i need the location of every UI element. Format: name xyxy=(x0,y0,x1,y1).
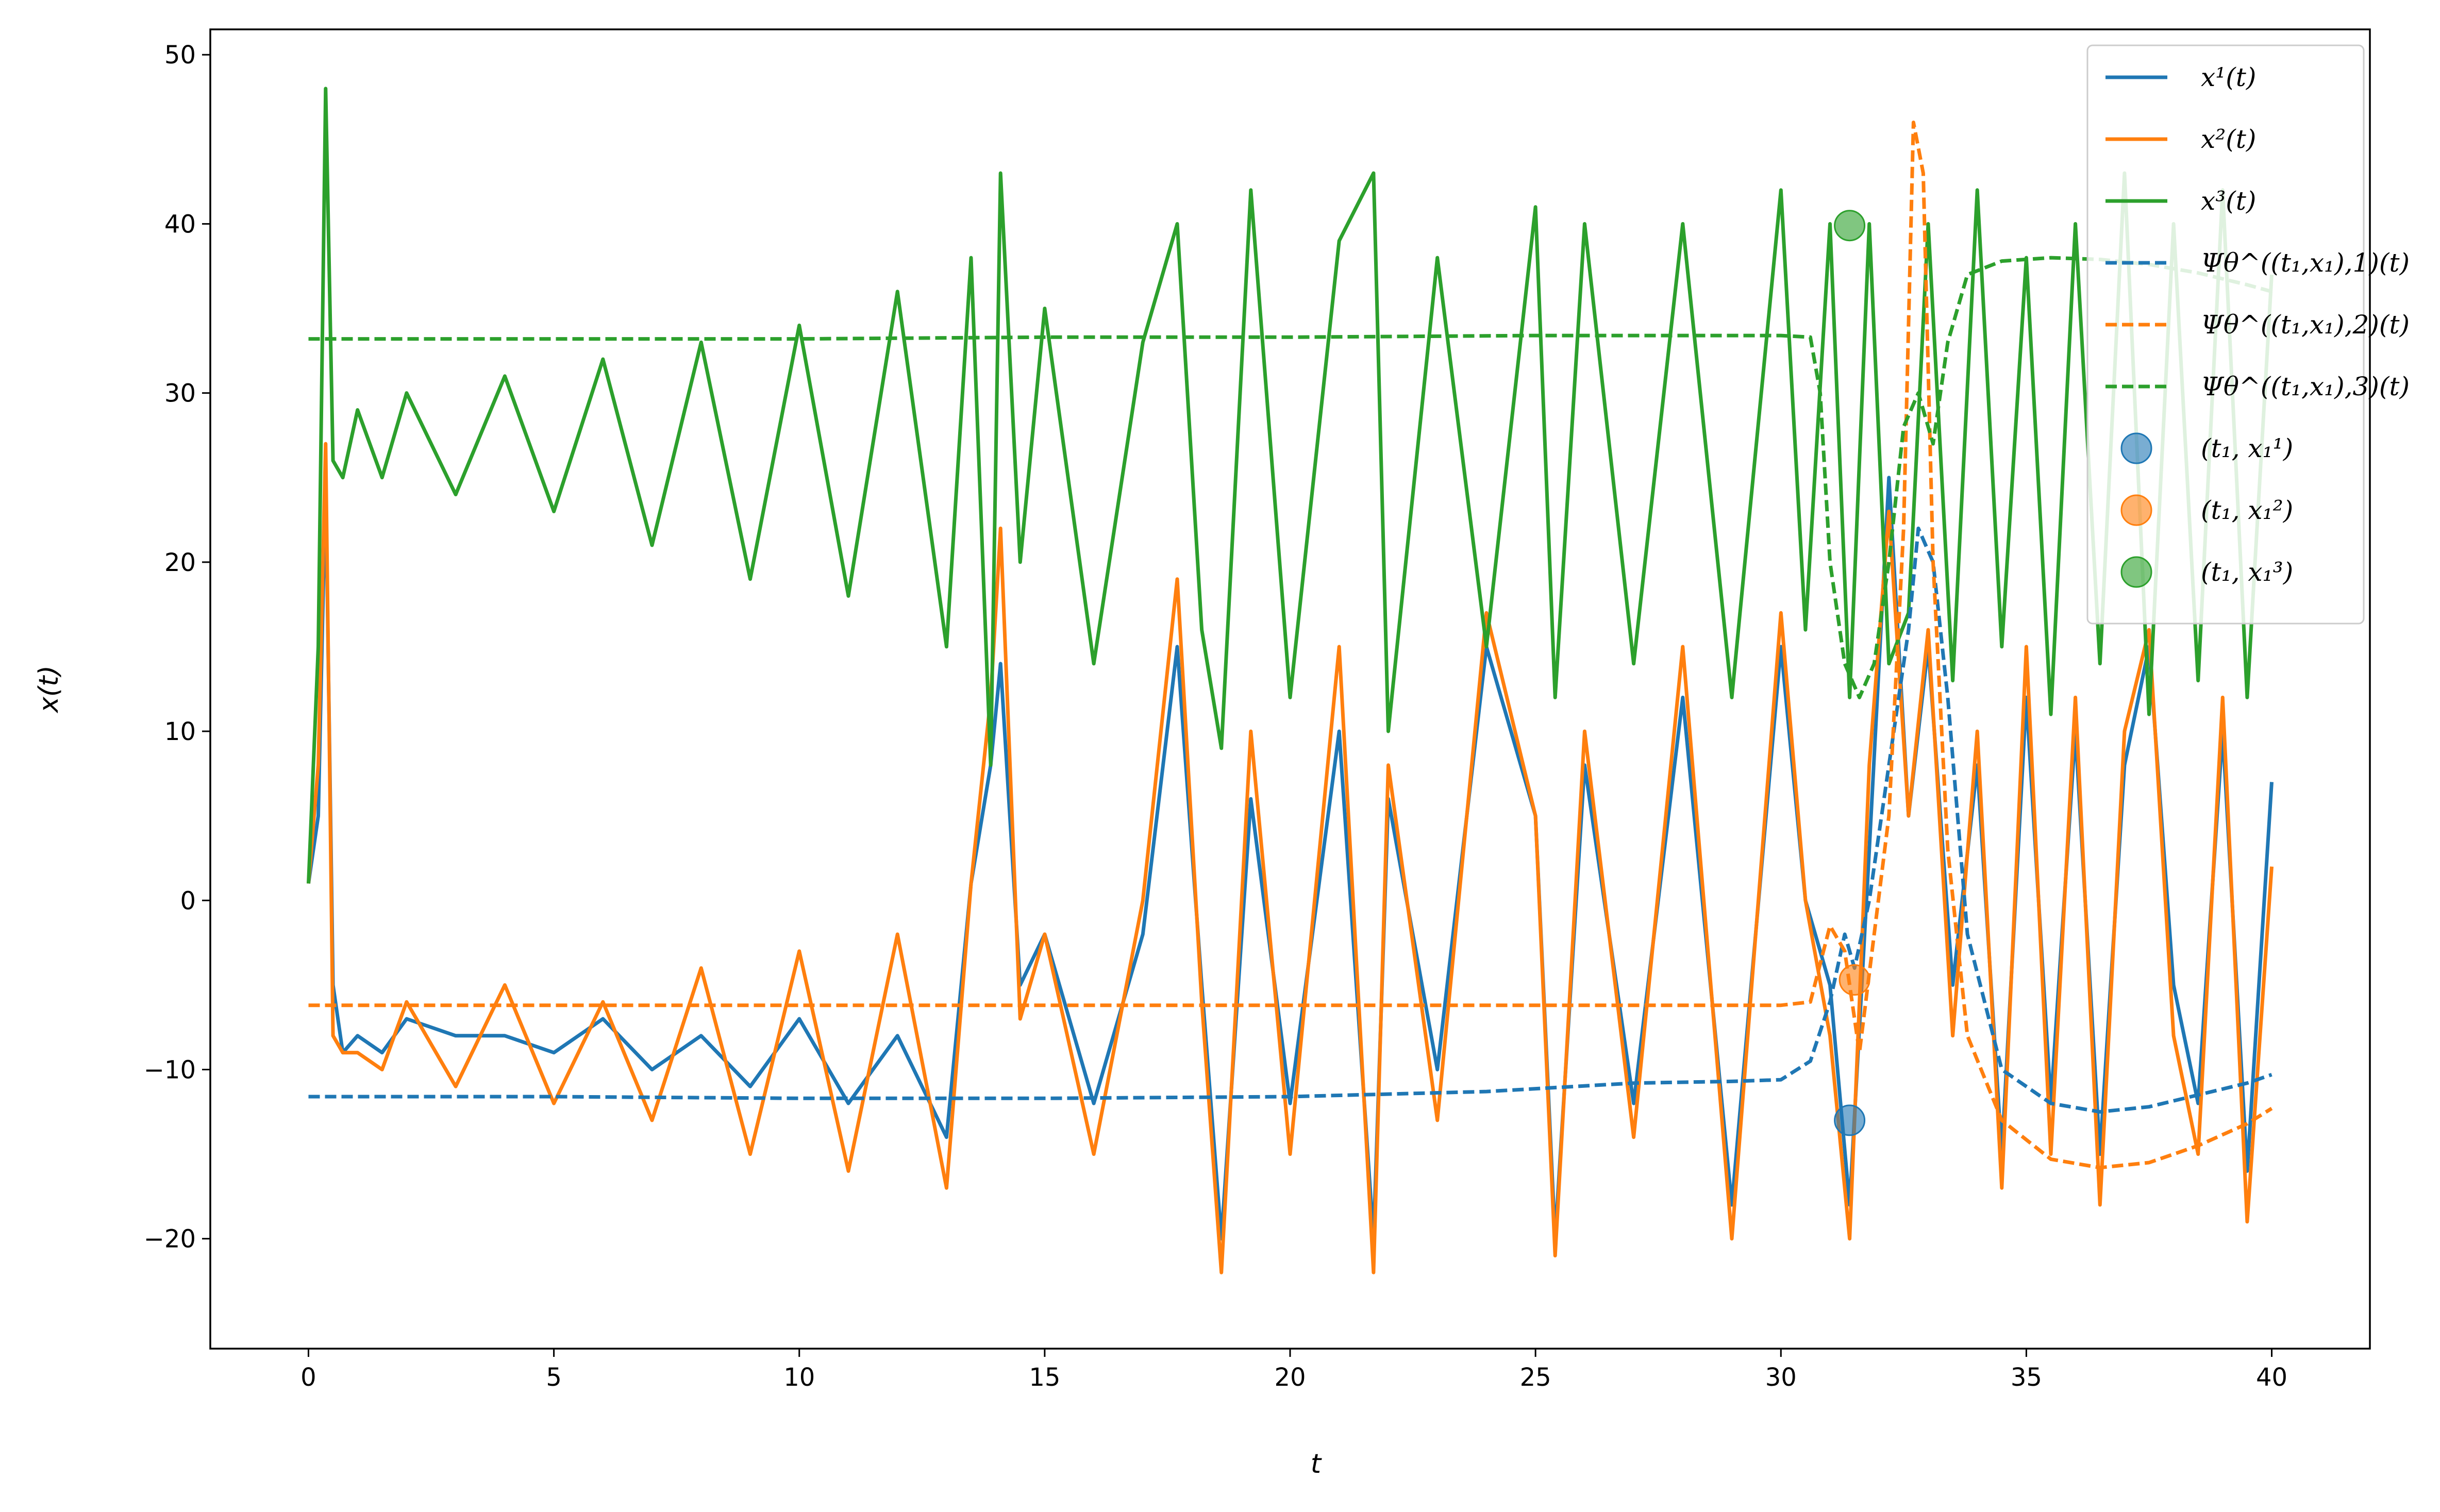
series-line-6 xyxy=(308,256,2272,699)
y-tick-label: 40 xyxy=(164,210,196,239)
x-tick-label: 15 xyxy=(1029,1363,1060,1392)
x-axis-label: t xyxy=(1311,1449,1322,1480)
y-tick-label: 30 xyxy=(164,379,196,408)
x-tick-label: 0 xyxy=(300,1363,316,1392)
legend-marker-2 xyxy=(2120,494,2152,526)
series-line-2 xyxy=(307,442,2274,1274)
marker-point-1 xyxy=(1834,1104,1866,1136)
y-axis-ticks: −20 −10 0 10 20 30 40 50 xyxy=(144,41,210,1254)
x-tick-label: 5 xyxy=(546,1363,562,1392)
legend-label-2: x²(t) xyxy=(2201,124,2256,154)
x-tick-label: 35 xyxy=(2011,1363,2042,1392)
y-tick-label: −10 xyxy=(144,1055,196,1084)
legend-label-3: x³(t) xyxy=(2201,186,2256,216)
marker-point-2 xyxy=(1839,964,1870,996)
legend-label-5: Ψθ^((t₁,x₁),2)(t) xyxy=(2201,310,2410,340)
x-axis-ticks: 0 5 10 15 20 25 30 35 40 xyxy=(300,1349,2287,1392)
x-tick-label: 25 xyxy=(1520,1363,1551,1392)
legend-marker-3 xyxy=(2120,556,2152,588)
y-axis-label: x(t) xyxy=(34,665,64,714)
y-tick-label: 10 xyxy=(164,717,196,746)
y-tick-label: 20 xyxy=(164,548,196,577)
legend-label-4: Ψθ^((t₁,x₁),1)(t) xyxy=(2201,248,2410,278)
x-tick-label: 30 xyxy=(1765,1363,1797,1392)
legend: x¹(t) x²(t) x³(t) Ψθ^((t₁,x₁),1)(t) Ψθ^((t₁,… xyxy=(2086,44,2410,625)
marker-point-3 xyxy=(1834,210,1866,242)
legend-point-label-3: (t₁, x₁³) xyxy=(2201,557,2293,587)
x-tick-label: 10 xyxy=(783,1363,815,1392)
x-tick-label: 20 xyxy=(1274,1363,1306,1392)
legend-point-label-2: (t₁, x₁²) xyxy=(2201,495,2293,525)
series-line-5 xyxy=(308,121,2273,1170)
legend-label-6: Ψθ^((t₁,x₁),3)(t) xyxy=(2201,372,2410,401)
y-tick-label: 50 xyxy=(164,41,196,70)
series-line-1 xyxy=(307,476,2274,1241)
legend-label-1: x¹(t) xyxy=(2201,62,2256,92)
points-layer xyxy=(1834,210,1870,1136)
series-layer xyxy=(307,87,2274,1274)
x-tick-label: 40 xyxy=(2256,1363,2287,1392)
series-line-4 xyxy=(308,526,2272,1114)
series-line-3 xyxy=(307,87,2274,884)
legend-box xyxy=(2086,44,2365,625)
y-tick-label: 0 xyxy=(180,886,196,915)
legend-point-label-1: (t₁, x₁¹) xyxy=(2201,433,2293,463)
legend-items: x¹(t) x²(t) x³(t) Ψθ^((t₁,x₁),1)(t) Ψθ^((t₁,… xyxy=(2105,62,2410,588)
legend-marker-1 xyxy=(2120,432,2152,464)
y-tick-label: −20 xyxy=(144,1225,196,1254)
